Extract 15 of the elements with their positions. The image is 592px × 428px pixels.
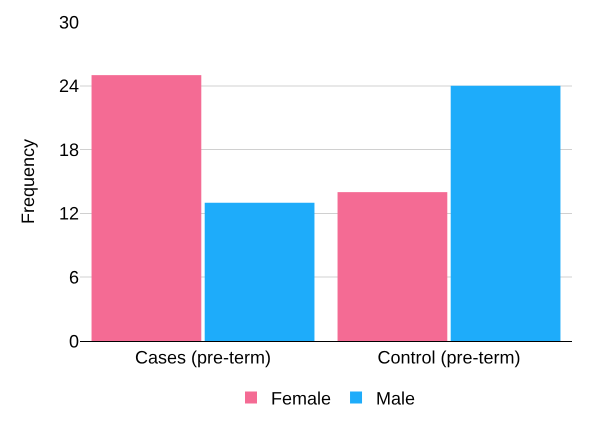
y-tick-label: 24: [58, 76, 79, 96]
x-tick-label: Cases (pre-term): [134, 348, 272, 368]
y-axis-title: Frequency: [18, 138, 38, 224]
bar: [92, 75, 202, 341]
y-tick-label: 0: [68, 331, 79, 352]
bar: [204, 202, 314, 341]
y-tick-label: 18: [58, 140, 79, 160]
y-tick-label: 12: [58, 204, 79, 224]
bar: [338, 192, 448, 341]
bar: [450, 86, 560, 341]
y-tick-label: 30: [58, 12, 79, 32]
legend-label: Male: [376, 388, 416, 408]
y-tick-label: 6: [68, 268, 79, 288]
x-tick-label: Control (pre-term): [377, 348, 521, 368]
legend-label: Female: [271, 388, 332, 408]
